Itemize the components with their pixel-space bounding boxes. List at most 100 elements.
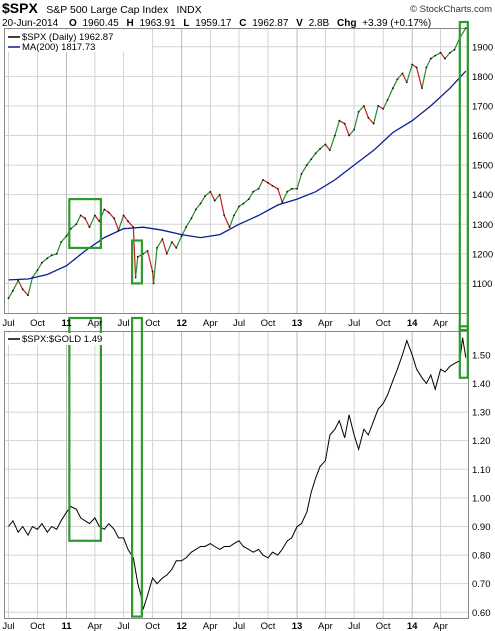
price-point xyxy=(238,205,240,208)
price-segment xyxy=(258,179,264,190)
ticker: $SPX xyxy=(2,0,38,16)
price-segment xyxy=(209,191,216,201)
highlight-box xyxy=(458,20,469,332)
price-point xyxy=(165,252,168,255)
price-point xyxy=(156,247,158,249)
price-segment xyxy=(329,135,336,151)
y-tick-label: 0.60 xyxy=(472,608,491,619)
price-point xyxy=(70,227,72,230)
price-point xyxy=(357,110,360,113)
price-point xyxy=(21,288,24,291)
price-point xyxy=(338,119,341,122)
price-point xyxy=(257,187,260,190)
price-legend-bg xyxy=(6,30,152,52)
price-point xyxy=(175,247,178,249)
price-point xyxy=(286,190,289,193)
price-segment xyxy=(306,158,312,166)
x-tick-label: Jul xyxy=(2,318,14,329)
price-legend-label: $SPX (Daily) 1962.87 xyxy=(22,32,113,43)
price-segment xyxy=(219,194,225,216)
price-point xyxy=(314,152,317,155)
price-segment xyxy=(387,87,394,101)
x-tick-label: Oct xyxy=(376,318,391,329)
price-segment xyxy=(200,195,206,204)
x-tick-label: 14 xyxy=(407,621,418,631)
price-segment xyxy=(277,188,283,203)
index-name: S&P 500 Large Cap Index xyxy=(46,4,169,16)
y-tick-label: 1800 xyxy=(472,72,493,83)
series-layer xyxy=(7,27,467,610)
price-segment xyxy=(353,111,360,130)
price-point xyxy=(75,223,78,226)
price-point xyxy=(161,238,164,240)
price-point xyxy=(204,195,206,198)
highlight-box xyxy=(68,316,102,542)
price-point xyxy=(60,241,63,243)
x-tick-label: Oct xyxy=(30,318,45,329)
price-point xyxy=(209,190,212,193)
price-segment xyxy=(363,105,369,118)
price-point xyxy=(421,87,423,90)
price-point xyxy=(65,235,68,237)
price-point xyxy=(439,51,442,54)
price-segment xyxy=(248,191,254,200)
price-point xyxy=(185,226,187,229)
price-segment xyxy=(324,144,331,151)
price-segment xyxy=(296,173,303,189)
close-value: 1962.87 xyxy=(252,18,289,29)
price-point xyxy=(464,27,467,30)
highlight-box xyxy=(458,325,469,379)
price-segment xyxy=(94,215,100,222)
price-segment xyxy=(152,247,158,284)
x-tick-label: Apr xyxy=(433,621,448,631)
price-segment xyxy=(56,241,62,255)
price-segment xyxy=(156,238,163,249)
price-segment xyxy=(440,52,446,59)
price-segment xyxy=(358,105,365,113)
price-point xyxy=(377,105,380,107)
close-label: C xyxy=(239,18,246,29)
low-label: L xyxy=(183,18,189,29)
price-segment xyxy=(392,79,398,89)
y-tick-label: 1.50 xyxy=(472,350,491,361)
price-segment xyxy=(12,280,19,292)
price-point xyxy=(363,105,365,107)
price-point xyxy=(429,57,432,60)
ratio-line xyxy=(8,337,467,610)
price-point xyxy=(41,261,43,264)
y-tick-label: 1.30 xyxy=(472,408,491,419)
x-tick-label: Oct xyxy=(261,318,276,329)
change-value: +3.39 (+0.17%) xyxy=(362,18,431,29)
x-tick-label: Apr xyxy=(318,621,333,631)
y-tick-label: 1700 xyxy=(472,101,493,112)
x-tick-label: 13 xyxy=(292,621,303,631)
price-segment xyxy=(70,223,77,230)
x-tick-label: Jul xyxy=(348,318,360,329)
y-tick-label: 1.20 xyxy=(472,436,491,447)
grid-layer xyxy=(5,29,468,618)
header-title-line: $SPX S&P 500 Large Cap Index INDX xyxy=(2,0,202,17)
x-tick-label: 12 xyxy=(176,621,187,631)
x-tick-label: Apr xyxy=(318,318,333,329)
x-tick-label: 13 xyxy=(292,318,303,329)
open-label: O xyxy=(69,18,77,29)
price-point xyxy=(396,78,399,81)
price-point xyxy=(276,187,279,190)
price-point xyxy=(27,294,29,297)
price-segment xyxy=(281,191,288,203)
volume-label: V xyxy=(296,18,303,29)
x-tick-label: 14 xyxy=(407,318,418,329)
x-tick-label: Jul xyxy=(2,621,14,631)
price-segment xyxy=(17,280,24,290)
price-segment xyxy=(214,194,221,201)
price-point xyxy=(151,270,154,273)
price-point xyxy=(271,184,274,187)
high-label: H xyxy=(126,18,133,29)
price-point xyxy=(386,99,389,101)
price-point xyxy=(180,235,183,237)
low-value: 1959.17 xyxy=(195,18,232,29)
y-tick-label: 0.70 xyxy=(472,579,491,590)
price-segment xyxy=(117,215,125,231)
volume-value: 2.8B xyxy=(309,18,330,29)
price-point xyxy=(122,214,125,217)
